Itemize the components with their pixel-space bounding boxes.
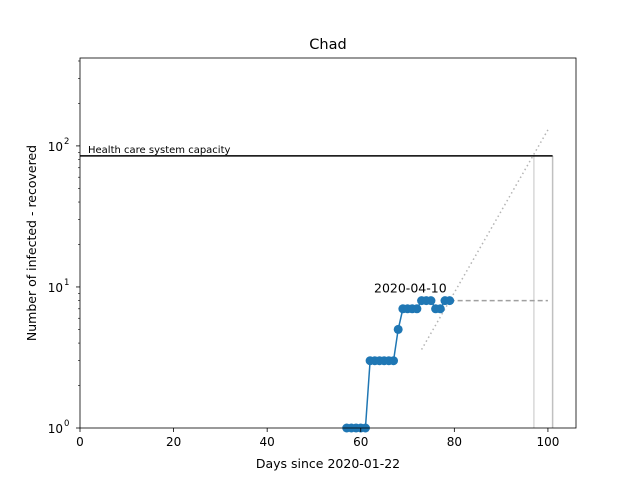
y-tick-label: 10 — [48, 422, 63, 436]
data-point — [412, 304, 422, 314]
y-axis-label: Number of infected - recovered — [24, 145, 39, 341]
x-axis-label: Days since 2020-01-22 — [256, 456, 400, 471]
plot-frame — [79, 57, 577, 429]
data-point — [435, 304, 445, 314]
x-tick-label: 20 — [166, 435, 181, 449]
data-point — [389, 356, 399, 366]
trend-line — [420, 129, 549, 350]
y-tick-exponent: 1 — [64, 278, 69, 288]
data-point — [426, 296, 436, 306]
chart-title: Chad — [309, 37, 346, 53]
x-tick-label: 0 — [76, 435, 84, 449]
y-tick-label: 10 — [48, 140, 63, 154]
data-point — [445, 296, 455, 306]
plot-area: Health care system capacity 2020-04-10 — [80, 129, 554, 433]
capacity-label: Health care system capacity — [88, 145, 230, 156]
data-point — [393, 324, 403, 334]
x-tick-label: 60 — [353, 435, 368, 449]
series-line-0 — [346, 299, 450, 429]
x-tick-label: 80 — [447, 435, 462, 449]
y-tick-exponent: 0 — [64, 419, 69, 429]
x-tick-label: 40 — [260, 435, 275, 449]
y-tick-exponent: 2 — [64, 137, 69, 147]
x-axis: 0 20 40 60 80 100 — [76, 428, 559, 449]
y-tick-label: 10 — [48, 281, 63, 295]
date-annotation: 2020-04-10 — [374, 281, 447, 296]
x-tick-label: 100 — [536, 435, 559, 449]
